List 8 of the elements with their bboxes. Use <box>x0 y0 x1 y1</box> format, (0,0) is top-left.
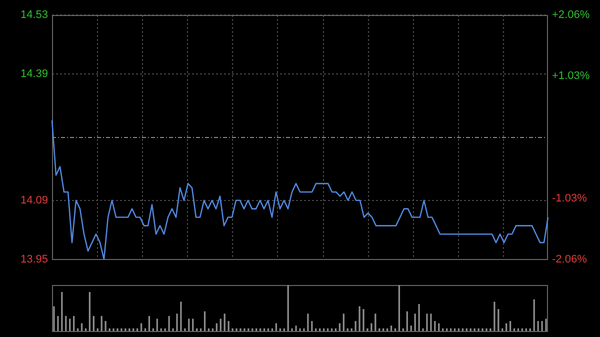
y-tick-label: 14.39 <box>20 68 48 80</box>
y2-tick-label: +1.03% <box>552 70 590 82</box>
y-tick-label: 14.53 <box>20 9 48 22</box>
y-tick-label: 13.95 <box>20 253 48 266</box>
y2-tick-label: -2.06% <box>552 253 588 266</box>
y-tick-label: 14.09 <box>20 194 48 206</box>
y2-tick-label: -1.03% <box>552 192 588 204</box>
y2-tick-label: +2.06% <box>552 9 590 22</box>
